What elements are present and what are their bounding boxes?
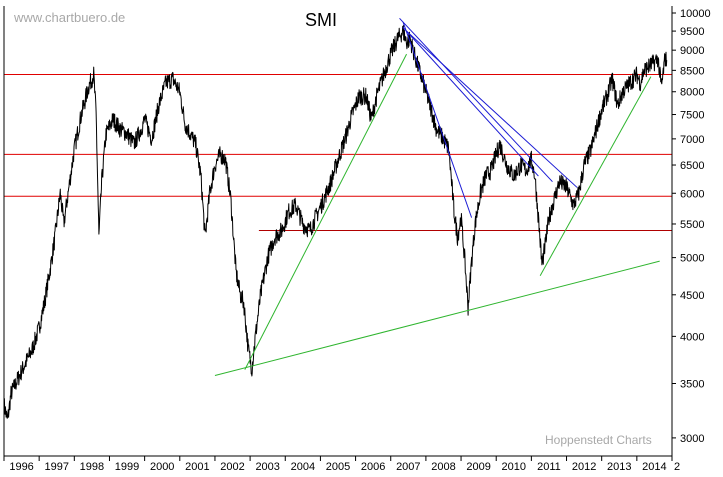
x-tick-label-2004: 2004 xyxy=(291,461,315,472)
y-tick-label-3500: 3500 xyxy=(680,378,704,390)
x-tick-label-1997: 1997 xyxy=(44,461,68,472)
x-tick-label-2: 2 xyxy=(674,461,680,472)
trendline-3 xyxy=(402,21,473,218)
y-tick-label-8500: 8500 xyxy=(680,65,704,77)
y-tick-label-5000: 5000 xyxy=(680,253,704,265)
x-tick-label-1996: 1996 xyxy=(9,461,33,472)
x-tick-label-2002: 2002 xyxy=(220,461,244,472)
y-tick-label-7500: 7500 xyxy=(680,110,704,122)
trendline-0 xyxy=(214,260,660,377)
x-tick-label-2010: 2010 xyxy=(502,461,526,472)
y-tick-label-9500: 9500 xyxy=(680,26,704,38)
trendline-4 xyxy=(399,17,553,183)
y-tick-label-8000: 8000 xyxy=(680,87,704,99)
trendline-6 xyxy=(406,30,578,188)
x-tick-label-2008: 2008 xyxy=(431,461,455,472)
price-series-group xyxy=(3,25,668,419)
trendline-2 xyxy=(539,76,652,276)
x-tick-label-2003: 2003 xyxy=(255,461,279,472)
x-tick-label-2007: 2007 xyxy=(396,461,420,472)
trendlines xyxy=(214,17,660,377)
x-tick-label-2013: 2013 xyxy=(607,461,631,472)
y-tick-label-6500: 6500 xyxy=(680,160,704,172)
x-tick-label-2005: 2005 xyxy=(326,461,350,472)
x-tick-label-2006: 2006 xyxy=(361,461,385,472)
y-tick-label-4500: 4500 xyxy=(680,290,704,302)
x-tick-label-2014: 2014 xyxy=(642,461,666,472)
x-tick-label-2009: 2009 xyxy=(466,461,490,472)
x-tick-label-2000: 2000 xyxy=(150,461,174,472)
x-tick-label-2001: 2001 xyxy=(185,461,209,472)
watermark-top: www.chartbuero.de xyxy=(13,10,125,25)
horizontal-levels xyxy=(4,74,672,231)
x-tick-label-1999: 1999 xyxy=(115,461,139,472)
y-tick-label-10000: 10000 xyxy=(680,8,711,20)
y-tick-label-6000: 6000 xyxy=(680,188,704,200)
y-tick-label-9000: 9000 xyxy=(680,45,704,57)
x-tick-label-2011: 2011 xyxy=(537,461,561,472)
x-tick-label-1998: 1998 xyxy=(80,461,104,472)
watermark-bottom: Hoppenstedt Charts xyxy=(545,433,652,447)
axes: 3000 3500 4000 4500 5000 5500 6000 6500 7000 7500… xyxy=(3,6,711,473)
trendline-5 xyxy=(402,27,539,177)
x-tick-label-2012: 2012 xyxy=(572,461,596,472)
y-tick-label-3000: 3000 xyxy=(680,433,704,445)
price-series-line xyxy=(3,25,668,419)
chart-title: SMI xyxy=(305,10,337,30)
y-tick-label-7000: 7000 xyxy=(680,134,704,146)
trendline-1 xyxy=(244,53,408,370)
y-tick-label-5500: 5500 xyxy=(680,219,704,231)
y-tick-label-4000: 4000 xyxy=(680,331,704,343)
